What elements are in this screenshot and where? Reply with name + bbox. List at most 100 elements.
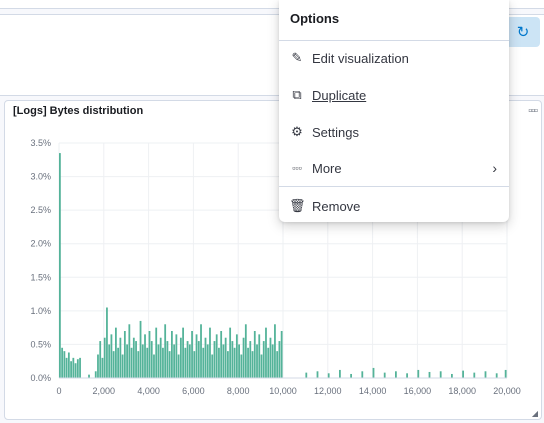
histogram-bar[interactable] (222, 344, 225, 378)
histogram-bar[interactable] (256, 344, 258, 378)
histogram-bar[interactable] (260, 354, 263, 379)
histogram-bar[interactable] (110, 334, 113, 378)
histogram-bar[interactable] (218, 347, 220, 378)
histogram-bar[interactable] (278, 341, 281, 378)
histogram-bar[interactable] (191, 331, 193, 378)
histogram-bar[interactable] (227, 351, 229, 378)
panel-options-icon[interactable]: ▫▫▫ (528, 105, 538, 117)
histogram-bar[interactable] (249, 341, 252, 378)
histogram-bar[interactable] (206, 344, 209, 378)
histogram-bar[interactable] (269, 337, 272, 378)
histogram-bar[interactable] (123, 331, 126, 378)
histogram-bar[interactable] (211, 354, 214, 379)
menu-item-more[interactable]: ▫▫▫ More › (279, 150, 509, 186)
histogram-bar[interactable] (179, 337, 182, 378)
histogram-bar[interactable] (135, 341, 137, 378)
histogram-bar[interactable] (473, 372, 476, 378)
histogram-bar[interactable] (103, 337, 106, 378)
histogram-bar[interactable] (166, 341, 169, 378)
histogram-bar[interactable] (316, 371, 319, 378)
histogram-bar[interactable] (173, 344, 176, 378)
histogram-bar[interactable] (171, 331, 173, 378)
resize-handle-icon[interactable]: ◢ (531, 409, 538, 418)
histogram-bar[interactable] (339, 369, 341, 378)
histogram-bar[interactable] (240, 354, 243, 379)
histogram-bar[interactable] (121, 354, 124, 379)
histogram-bar[interactable] (128, 324, 131, 378)
histogram-bar[interactable] (108, 344, 111, 378)
histogram-bar[interactable] (495, 373, 498, 378)
histogram-bar[interactable] (76, 359, 79, 378)
histogram-bar[interactable] (164, 324, 167, 378)
histogram-bar[interactable] (271, 344, 274, 378)
refresh-button[interactable]: ↻ (506, 17, 540, 47)
histogram-bar[interactable] (200, 324, 202, 378)
histogram-bar[interactable] (182, 327, 184, 378)
histogram-bar[interactable] (94, 371, 97, 378)
menu-item-edit-visualization[interactable]: ✎ Edit visualization (279, 40, 509, 76)
histogram-bar[interactable] (327, 373, 330, 378)
histogram-bar[interactable] (162, 347, 164, 378)
histogram-bar[interactable] (74, 363, 77, 378)
histogram-bar[interactable] (97, 354, 99, 379)
histogram-bar[interactable] (88, 374, 90, 378)
histogram-bar[interactable] (209, 327, 211, 378)
histogram-bar[interactable] (204, 337, 207, 378)
histogram-bar[interactable] (361, 371, 364, 378)
histogram-bar[interactable] (247, 347, 249, 378)
histogram-bar[interactable] (126, 344, 128, 378)
histogram-bar[interactable] (224, 337, 227, 378)
histogram-bar[interactable] (193, 351, 196, 378)
histogram-bar[interactable] (186, 341, 189, 378)
histogram-bar[interactable] (195, 334, 198, 378)
histogram-bar[interactable] (139, 320, 142, 378)
histogram-bar[interactable] (372, 367, 375, 378)
histogram-bar[interactable] (238, 344, 240, 378)
histogram-bar[interactable] (137, 351, 140, 378)
histogram-bar[interactable] (112, 351, 115, 378)
histogram-bar[interactable] (220, 331, 223, 378)
histogram-bar[interactable] (428, 371, 431, 378)
histogram-bar[interactable] (115, 327, 117, 378)
histogram-bar[interactable] (101, 357, 104, 378)
histogram-bar[interactable] (153, 354, 155, 379)
histogram-bar[interactable] (383, 372, 386, 378)
histogram-bar[interactable] (148, 331, 151, 378)
histogram-bar[interactable] (67, 352, 70, 378)
histogram-bar[interactable] (265, 327, 267, 378)
histogram-bar[interactable] (215, 334, 218, 378)
histogram-bar[interactable] (144, 334, 146, 378)
histogram-bar[interactable] (406, 373, 408, 378)
histogram-bar[interactable] (65, 357, 68, 378)
histogram-bar[interactable] (242, 337, 245, 378)
histogram-bar[interactable] (141, 344, 144, 378)
histogram-bar[interactable] (146, 347, 149, 378)
histogram-bar[interactable] (72, 357, 75, 378)
histogram-bar[interactable] (233, 347, 236, 378)
histogram-bar[interactable] (262, 341, 265, 378)
histogram-bar[interactable] (280, 331, 283, 378)
histogram-bar[interactable] (70, 361, 72, 378)
histogram-bar[interactable] (305, 372, 308, 378)
histogram-bar[interactable] (188, 344, 191, 378)
histogram-bar[interactable] (175, 334, 178, 378)
histogram-bar[interactable] (168, 351, 171, 378)
histogram-bar[interactable] (258, 334, 261, 378)
histogram-bar[interactable] (462, 370, 464, 378)
histogram-bar[interactable] (132, 337, 135, 378)
histogram-bar[interactable] (59, 153, 61, 378)
histogram-bar[interactable] (235, 334, 238, 378)
histogram-bar[interactable] (274, 324, 276, 378)
histogram-bar[interactable] (504, 369, 507, 378)
menu-item-settings[interactable]: ⚙ Settings (279, 114, 509, 150)
histogram-bar[interactable] (417, 369, 420, 378)
histogram-bar[interactable] (484, 371, 487, 378)
histogram-bar[interactable] (395, 371, 397, 378)
histogram-bar[interactable] (117, 347, 120, 378)
histogram-bar[interactable] (202, 347, 205, 378)
histogram-bar[interactable] (276, 351, 279, 378)
histogram-bar[interactable] (130, 347, 133, 378)
menu-item-duplicate[interactable]: ⧉ Duplicate (279, 77, 509, 113)
histogram-bar[interactable] (267, 347, 270, 378)
histogram-bar[interactable] (119, 337, 122, 378)
